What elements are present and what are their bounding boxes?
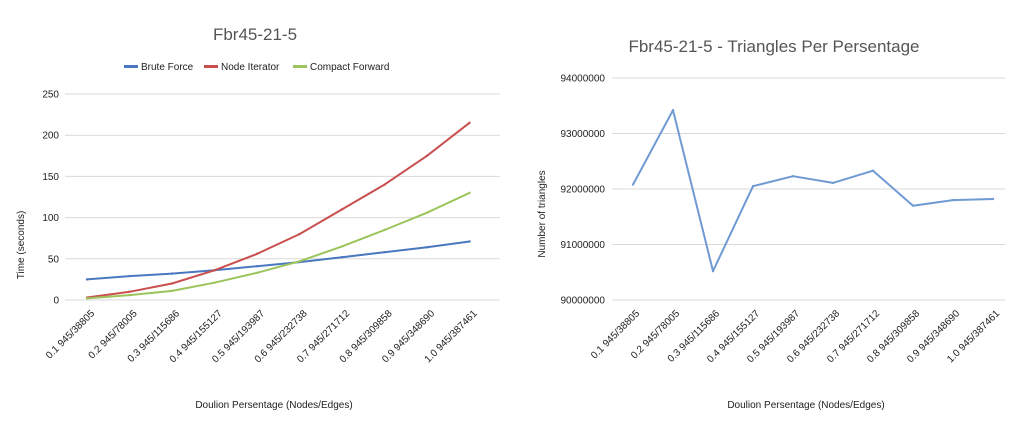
data-point-node-iterator <box>425 154 429 157</box>
triangles-chart-title: Fbr45-21-5 - Triangles Per Persentage <box>628 37 919 56</box>
legend-swatch-compact-forward <box>293 65 307 68</box>
data-point-node-iterator <box>170 282 174 285</box>
series-line-compact-forward <box>86 191 470 300</box>
time-chart-y-axis-label: Time (seconds) <box>16 211 27 280</box>
data-point-node-iterator <box>128 290 131 293</box>
time-chart-gridlines <box>65 93 500 301</box>
data-point-brute-force <box>255 265 259 268</box>
legend-swatch-node-iterator <box>204 65 218 68</box>
y-tick-label: 50 <box>48 254 60 265</box>
data-point-node-iterator <box>213 269 216 272</box>
data-point-node-iterator <box>255 252 259 256</box>
y-tick-label: 200 <box>42 131 59 142</box>
data-point-compact-forward <box>170 289 174 293</box>
series-line-triangles <box>632 109 994 273</box>
data-point-triangles <box>711 269 715 273</box>
data-point-brute-force <box>383 251 386 254</box>
data-point-compact-forward <box>298 260 301 263</box>
data-point-compact-forward <box>340 245 344 248</box>
data-point-brute-force <box>170 272 174 275</box>
y-tick-label: 100 <box>42 213 59 224</box>
triangles-chart: Fbr45-21-5 - Triangles Per Persentage 90… <box>537 37 1005 411</box>
data-point-brute-force <box>128 274 131 278</box>
data-point-brute-force <box>340 255 344 259</box>
time-chart-y-ticks: 0 50 100 150 200 250 <box>42 90 59 307</box>
time-chart: Fbr45-21-5 Brute Force Node Iterator Com… <box>16 25 500 411</box>
data-point-triangles <box>791 175 795 178</box>
y-tick-label: 150 <box>42 172 59 183</box>
data-point-triangles <box>831 181 835 185</box>
y-tick-label: 90000000 <box>561 296 606 307</box>
triangles-chart-y-axis-label: Number of triangles <box>537 170 548 257</box>
y-tick-label: 92000000 <box>561 185 606 196</box>
data-point-compact-forward <box>468 191 471 195</box>
data-point-triangles <box>951 198 955 202</box>
data-point-node-iterator <box>340 208 344 211</box>
data-point-triangles <box>751 185 755 188</box>
data-point-compact-forward <box>85 297 89 300</box>
data-point-node-iterator <box>383 183 386 186</box>
y-tick-label: 0 <box>53 296 59 307</box>
triangles-chart-series <box>631 108 995 273</box>
data-point-compact-forward <box>425 211 429 214</box>
y-tick-label: 93000000 <box>561 129 606 140</box>
data-point-compact-forward <box>255 271 259 275</box>
triangles-chart-gridlines <box>612 77 1005 301</box>
data-point-triangles <box>911 204 915 207</box>
data-point-compact-forward <box>128 293 131 297</box>
data-point-triangles <box>871 169 875 172</box>
data-point-node-iterator <box>468 121 471 125</box>
legend-swatch-brute-force <box>124 65 138 68</box>
time-chart-x-axis-label: Doulion Persentage (Nodes/Edges) <box>195 400 352 411</box>
y-tick-label: 250 <box>42 90 59 101</box>
legend-label-compact-forward: Compact Forward <box>310 62 389 73</box>
data-point-triangles <box>671 108 675 112</box>
time-chart-title: Fbr45-21-5 <box>213 25 297 44</box>
legend-label-brute-force: Brute Force <box>141 62 194 73</box>
data-point-brute-force <box>468 240 471 243</box>
triangles-chart-x-axis-label: Doulion Persentage (Nodes/Edges) <box>727 400 884 411</box>
y-tick-label: 91000000 <box>561 240 606 251</box>
series-line-node-iterator <box>86 122 471 299</box>
series-line-brute-force <box>86 240 470 281</box>
y-tick-label: 94000000 <box>561 74 606 85</box>
data-point-brute-force <box>85 278 89 281</box>
data-point-node-iterator <box>298 232 301 236</box>
legend-label-node-iterator: Node Iterator <box>221 62 280 73</box>
data-point-compact-forward <box>213 281 216 284</box>
triangles-chart-y-ticks: 90000000 91000000 92000000 93000000 94000000 <box>561 74 606 307</box>
time-chart-series <box>85 121 471 300</box>
data-point-triangles <box>991 197 995 201</box>
data-point-triangles <box>631 183 635 186</box>
data-point-brute-force <box>425 246 429 249</box>
data-point-compact-forward <box>383 228 386 232</box>
time-chart-legend: Brute Force Node Iterator Compact Forwar… <box>124 62 389 73</box>
